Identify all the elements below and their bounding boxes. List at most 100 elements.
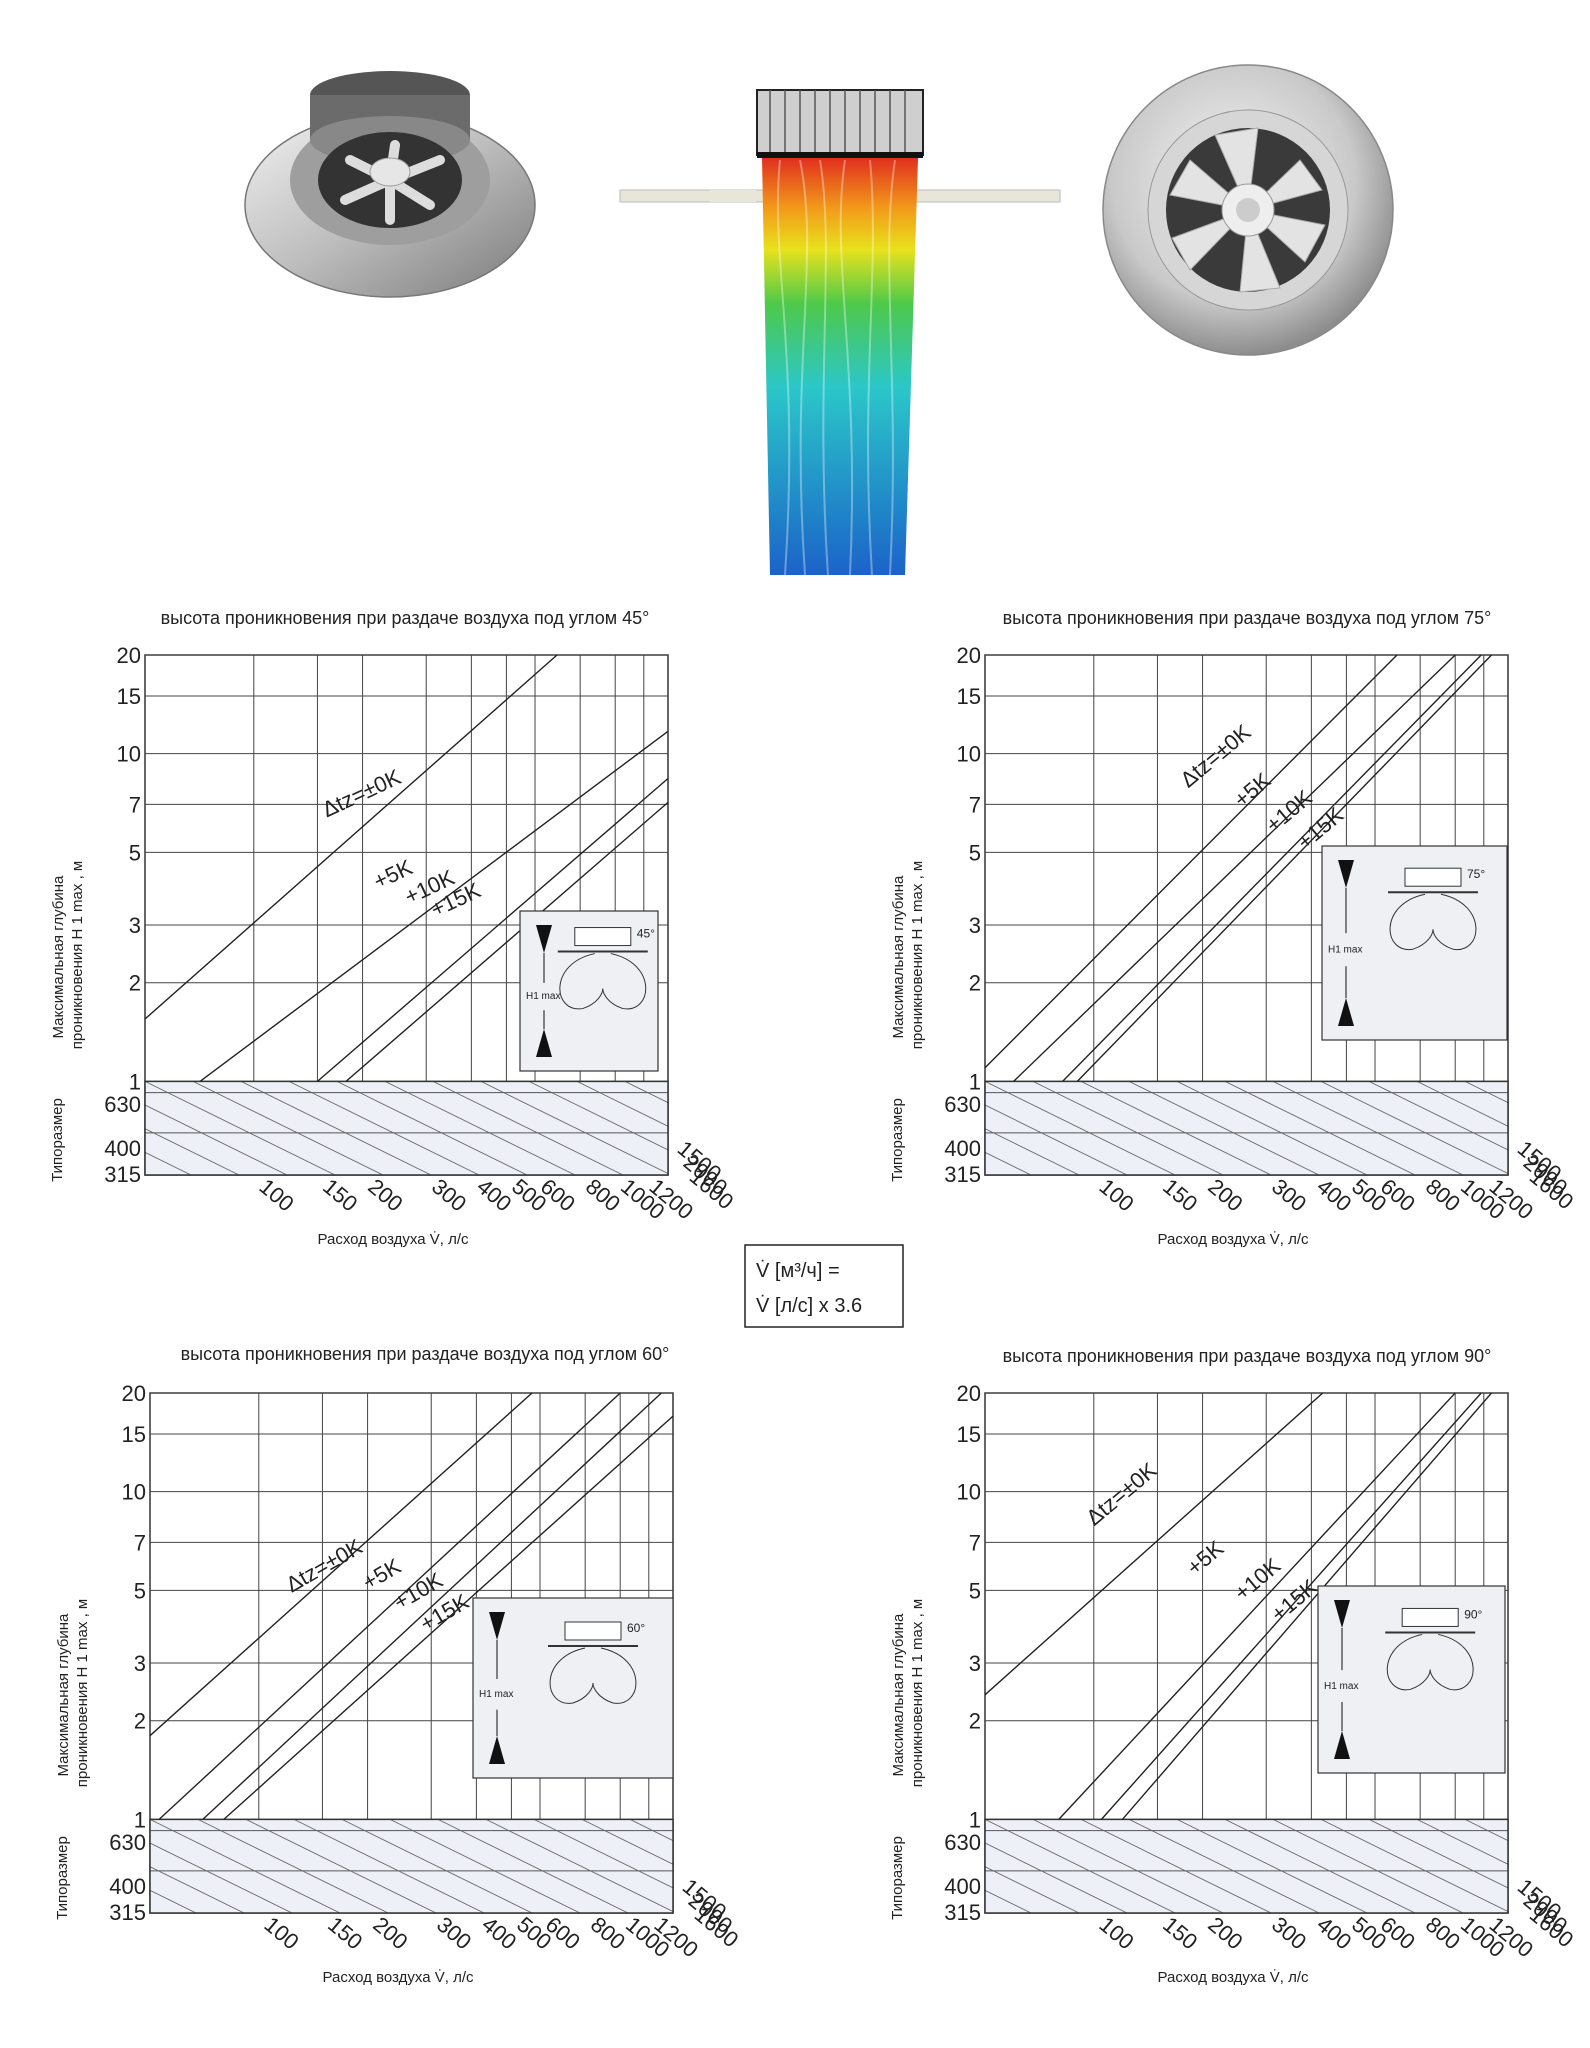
x-tick-label: 800 xyxy=(581,1174,625,1217)
x-tick-label: 150 xyxy=(1158,1174,1202,1217)
x-tick-label: 600 xyxy=(1376,1174,1420,1217)
series-line xyxy=(149,1392,533,1737)
size-tick-label: 630 xyxy=(109,1830,146,1855)
y-tick-label: 2 xyxy=(129,971,141,996)
y-tick-label: 10 xyxy=(122,1480,146,1505)
x-tick-label: 150 xyxy=(318,1174,362,1217)
y-tick-label: 10 xyxy=(957,742,981,767)
diffuser-perspective-illustration xyxy=(244,71,536,298)
size-hatch-line xyxy=(480,1080,672,1176)
inset-h1max-label: H1 max xyxy=(479,1689,513,1700)
size-tick-label: 315 xyxy=(109,1900,146,1925)
y-tick-label: 2 xyxy=(969,1709,981,1734)
x-tick-label: 100 xyxy=(255,1174,299,1217)
y-axis-label-line2: проникновения H 1 max , м xyxy=(909,1599,926,1787)
hatch-mask-left xyxy=(785,1080,984,1176)
y-axis-label: Максимальная глубина проникновения H 1 m… xyxy=(50,861,86,1049)
x-tick-label: 600 xyxy=(536,1174,580,1217)
hatch-mask-right xyxy=(1509,1818,1590,1914)
series-line xyxy=(1062,654,1482,1082)
y-tick-label: 20 xyxy=(957,1381,981,1406)
inset-arrow-up xyxy=(489,1736,505,1764)
series-line xyxy=(1013,654,1456,1082)
size-axis-label: Типоразмер xyxy=(49,1098,66,1182)
y-tick-label: 7 xyxy=(969,1530,981,1555)
size-hatch-line xyxy=(485,1818,677,1914)
x-tick-label: 400 xyxy=(477,1912,521,1955)
x-tick-label: 600 xyxy=(1376,1912,1420,1955)
size-band xyxy=(984,1080,1509,1176)
y-tick-labels: 1 2 3 5 7 10 15 20 xyxy=(957,643,981,1094)
size-hatch-line xyxy=(1128,1818,1320,1914)
size-band-frame xyxy=(984,1080,1509,1176)
size-hatch-line xyxy=(1272,1080,1464,1176)
y-axis-label-line2: проникновения H 1 max , м xyxy=(69,861,86,1049)
y-axis-label: Максимальная глубина проникновения H 1 m… xyxy=(55,1599,91,1787)
y-tick-label: 5 xyxy=(129,840,141,865)
size-tick-label: 400 xyxy=(944,1874,981,1899)
x-tick-label: 200 xyxy=(1203,1174,1247,1217)
size-tick-label: 315 xyxy=(944,1900,981,1925)
chart-title: высота проникновения при раздаче воздуха… xyxy=(181,1344,670,1364)
size-hatch-line xyxy=(240,1080,432,1176)
series-line xyxy=(1100,1392,1482,1820)
size-hatch-line xyxy=(245,1818,437,1914)
chart-90-degrees: высота проникновения при раздаче воздуха… xyxy=(785,1346,1590,1986)
series-line xyxy=(984,654,1398,1069)
y-tick-label: 20 xyxy=(122,1381,146,1406)
inset-angle-label: 60° xyxy=(627,1621,645,1635)
size-hatch-line xyxy=(341,1818,533,1914)
y-axis-label-line1: Максимальная глубина xyxy=(55,1613,72,1777)
y-tick-label: 1 xyxy=(969,1069,981,1094)
inset-airflow-pattern xyxy=(559,953,647,1010)
series-line xyxy=(984,1392,1324,1696)
x-tick-label: 400 xyxy=(1312,1174,1356,1217)
conversion-note-line2: V̇ [л/с] x 3.6 xyxy=(756,1295,862,1317)
y-tick-labels: 1 2 3 5 7 10 15 20 xyxy=(122,1381,146,1832)
size-tick-label: 400 xyxy=(109,1874,146,1899)
size-hatch-line xyxy=(1128,1080,1320,1176)
y-tick-label: 15 xyxy=(117,684,141,709)
hatch-mask-left xyxy=(0,1080,144,1176)
inset-airflow-pattern xyxy=(1386,1633,1474,1691)
inset-diagram: H1 max 60° xyxy=(472,1597,674,1779)
y-tick-label: 15 xyxy=(122,1422,146,1447)
size-hatch-band xyxy=(785,1080,1590,1176)
hatch-mask-left xyxy=(785,1818,984,1914)
x-tick-label: 150 xyxy=(1158,1912,1202,1955)
inset-diffuser-body xyxy=(564,1621,622,1641)
size-hatch-line xyxy=(1080,1818,1272,1914)
size-hatch-line xyxy=(144,1080,336,1176)
size-hatch-line xyxy=(984,1818,1176,1914)
x-tick-label: 300 xyxy=(427,1174,471,1217)
size-hatch-line xyxy=(384,1080,576,1176)
y-axis-label: Максимальная глубина проникновения H 1 m… xyxy=(890,1599,926,1787)
y-tick-labels: 1 2 3 5 7 10 15 20 xyxy=(117,643,141,1094)
series-line xyxy=(144,654,558,1020)
inset-diagram: H1 max 75° xyxy=(1321,845,1508,1041)
y-tick-label: 1 xyxy=(969,1807,981,1832)
y-axis-label-line2: проникновения H 1 max , м xyxy=(74,1599,91,1787)
series-label: +5K xyxy=(1229,767,1276,812)
size-tick-label: 630 xyxy=(104,1092,141,1117)
inset-diagram: H1 max 45° xyxy=(519,910,659,1072)
series-line xyxy=(345,801,669,1082)
x-tick-label: 600 xyxy=(541,1912,585,1955)
inset-arrow-up xyxy=(536,1029,552,1057)
y-tick-label: 20 xyxy=(117,643,141,668)
size-hatch-line xyxy=(149,1818,341,1914)
size-hatch-line xyxy=(192,1080,384,1176)
inset-arrow-up xyxy=(1338,998,1354,1026)
y-tick-label: 2 xyxy=(969,971,981,996)
y-tick-label: 7 xyxy=(129,792,141,817)
size-hatch-line xyxy=(1176,1080,1368,1176)
y-tick-label: 15 xyxy=(957,684,981,709)
size-hatch-band xyxy=(785,1818,1590,1914)
size-hatch-line xyxy=(1080,1080,1272,1176)
size-hatch-line xyxy=(197,1818,389,1914)
inset-arrow-down xyxy=(489,1612,505,1640)
inset-arrow-down xyxy=(1334,1600,1350,1628)
size-hatch-line xyxy=(1224,1080,1416,1176)
